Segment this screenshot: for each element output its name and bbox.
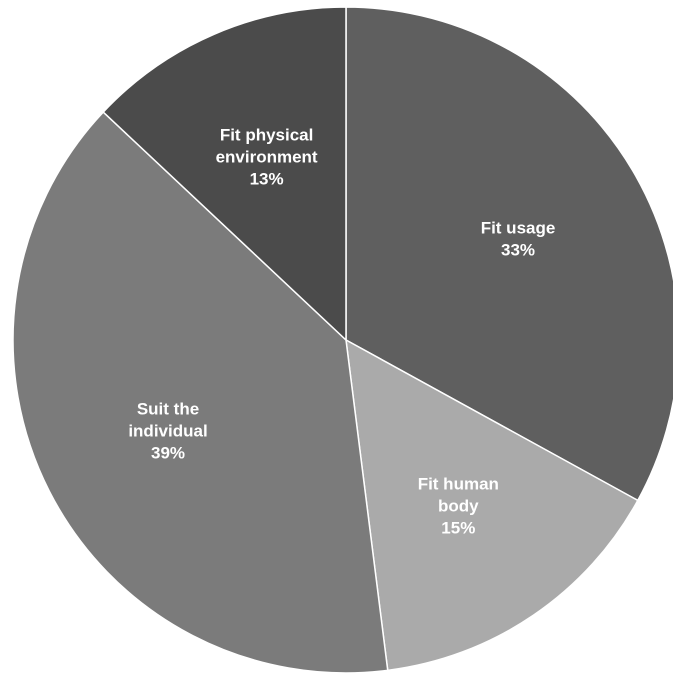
pie-slice-0 [345, 6, 673, 502]
slice-percent-label: 15% [441, 518, 475, 537]
slice-label-2: Suit the individual 39% [128, 400, 207, 463]
slice-label-0: Fit usage 33% [481, 218, 556, 259]
slice-percent-label: 39% [151, 444, 185, 463]
pie-slice-3 [102, 6, 347, 341]
slice-name-label: Suit the [137, 400, 199, 419]
slice-name-label: Fit human [418, 474, 499, 493]
slice-label-3: Fit physical environment 13% [216, 126, 318, 189]
slice-name-label: body [438, 496, 479, 515]
slice-label-1: Fit human body 15% [418, 474, 499, 537]
pie-slice-2 [12, 111, 389, 674]
pie-slices [12, 6, 673, 674]
slice-name-label: environment [216, 148, 318, 167]
slice-percent-label: 13% [250, 170, 284, 189]
slice-name-label: individual [128, 422, 207, 441]
pie-slice-1 [345, 339, 639, 672]
slice-percent-label: 33% [501, 240, 535, 259]
slice-name-label: Fit usage [481, 218, 556, 237]
slice-name-label: Fit physical [220, 126, 314, 145]
pie-labels: Fit usage 33% Fit human body 15% Suit the indi… [128, 126, 555, 538]
